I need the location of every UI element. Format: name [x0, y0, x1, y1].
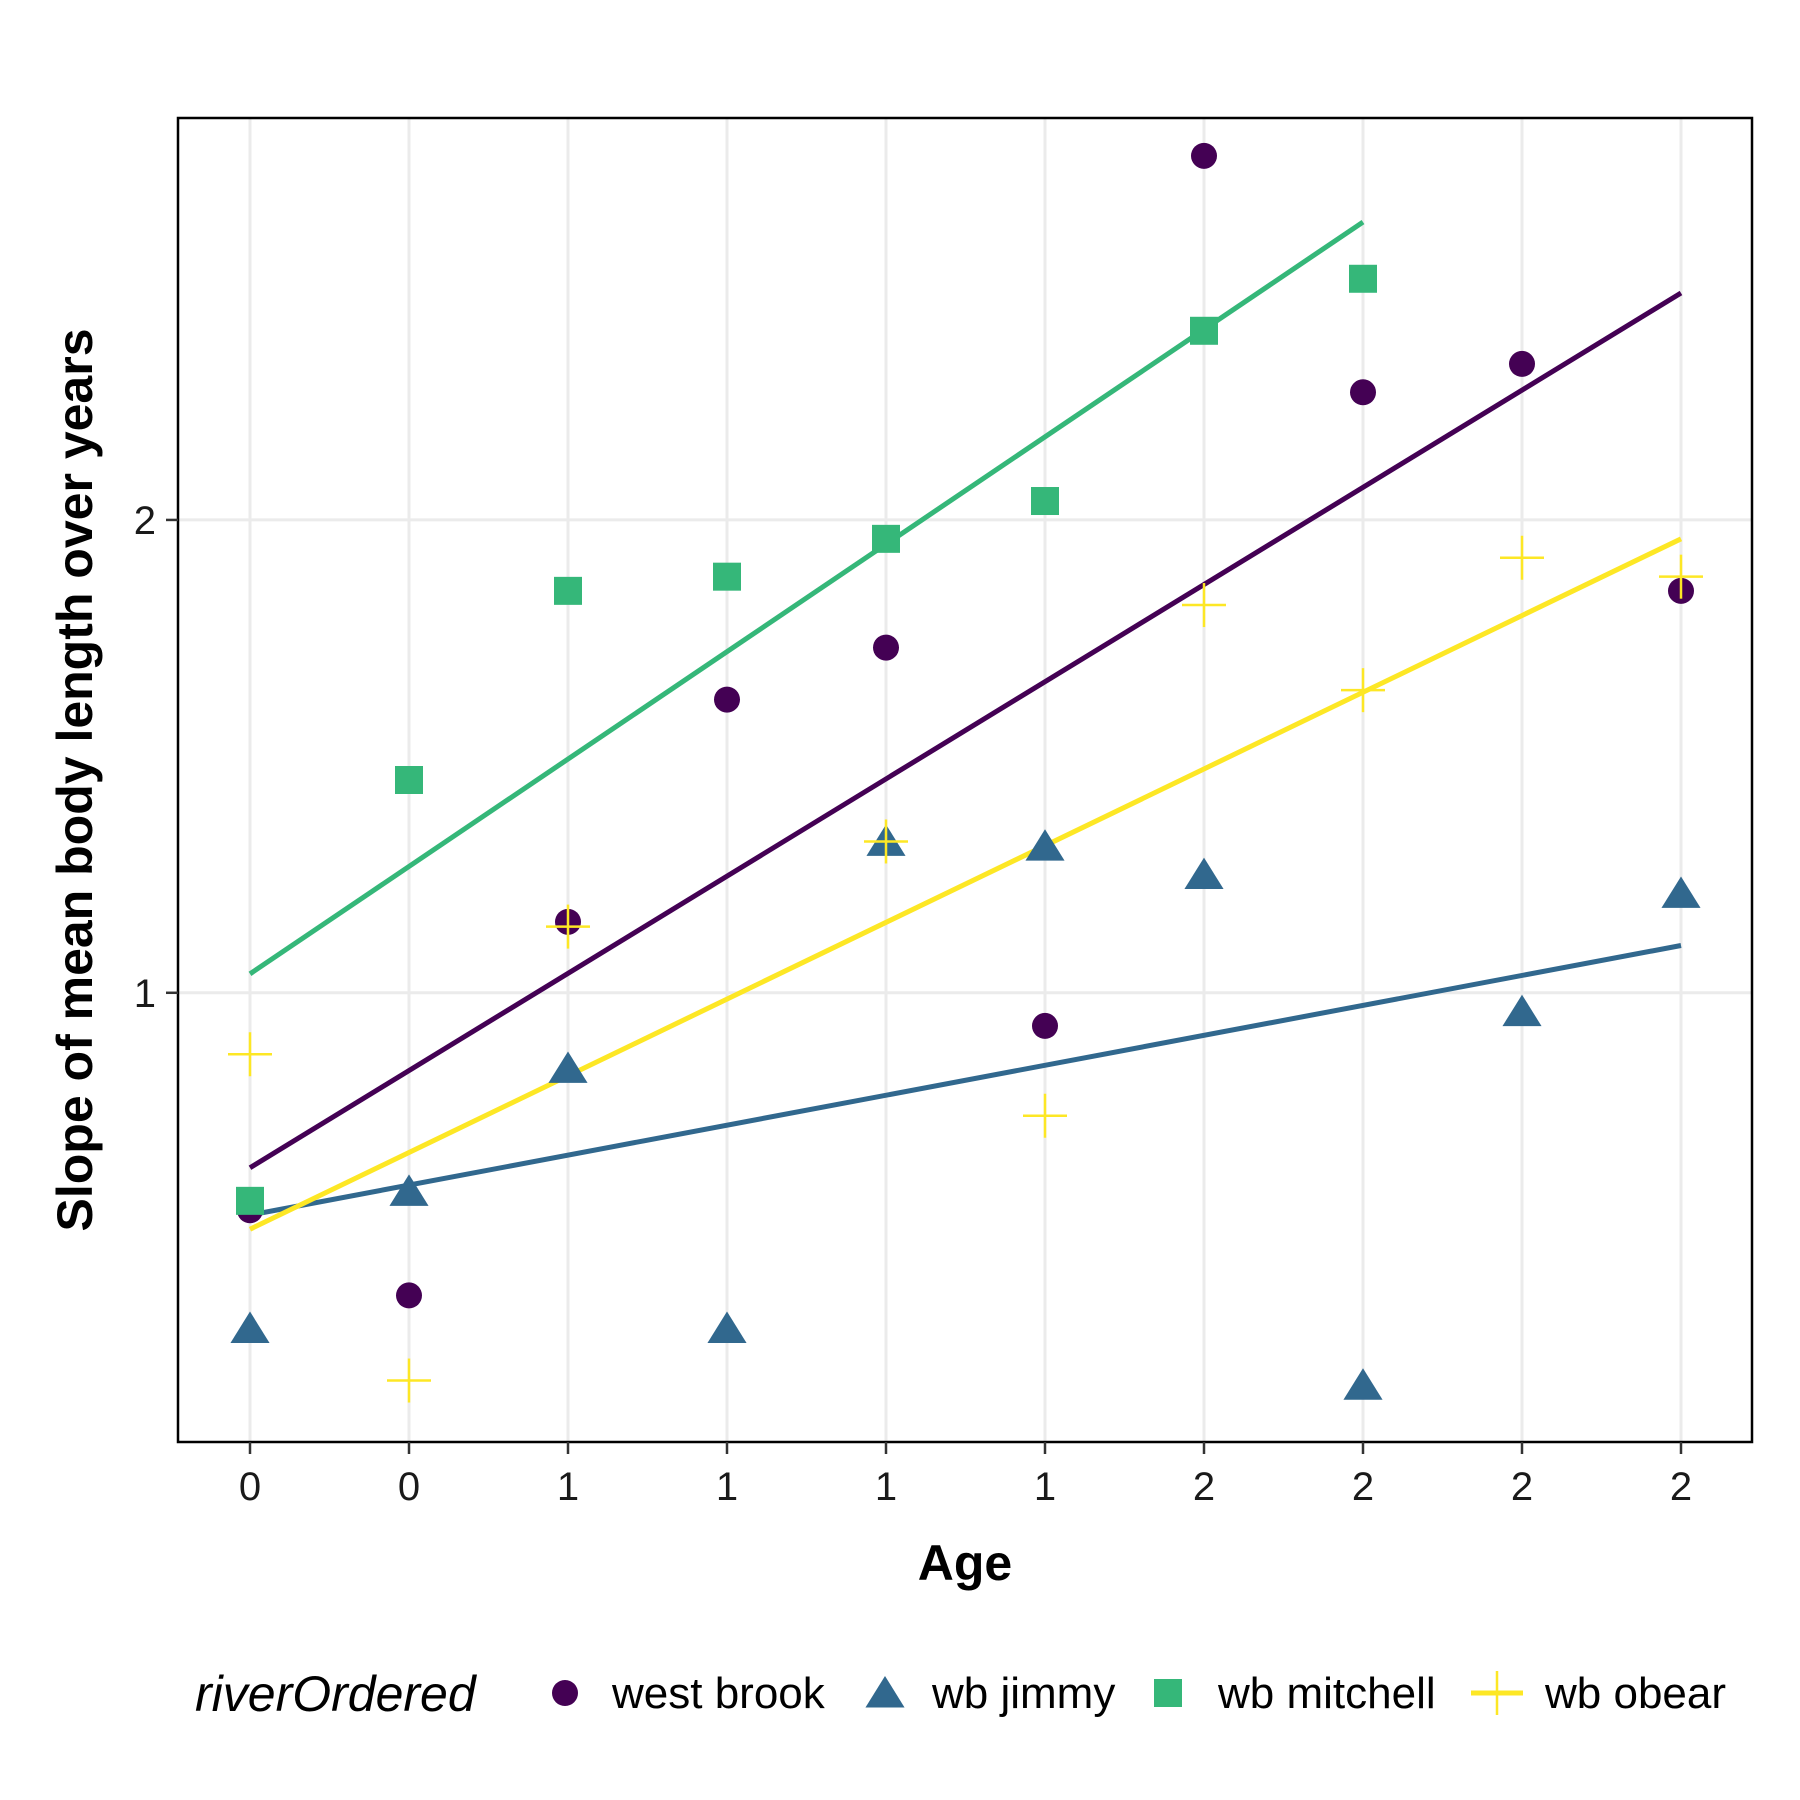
point-wb-obear	[1659, 554, 1703, 599]
x-tick-label: 2	[1511, 1465, 1533, 1509]
point-wb-jimmy	[1025, 829, 1065, 861]
point-wb-jimmy	[1343, 1368, 1383, 1400]
x-tick-label: 1	[1034, 1465, 1056, 1509]
point-west-brook	[1032, 1012, 1058, 1039]
legend: riverOrdered west brook wb jimmy wb mitche…	[195, 1666, 1726, 1722]
point-wb-mitchell	[236, 1186, 264, 1215]
x-tick-label: 2	[1193, 1465, 1215, 1509]
x-tick-label: 0	[239, 1465, 261, 1509]
fit-lines	[248, 219, 1683, 1232]
x-axis-title: Age	[918, 1535, 1012, 1591]
data-points	[228, 142, 1703, 1403]
y-tick-label: 1	[134, 972, 156, 1016]
fit-line-west-brook	[248, 290, 1683, 1170]
point-wb-jimmy	[1661, 876, 1701, 908]
point-west-brook	[714, 686, 740, 713]
point-wb-jimmy	[389, 1174, 429, 1206]
point-wb-obear	[387, 1358, 431, 1403]
point-wb-jimmy	[707, 1311, 747, 1343]
legend-item: wb jimmy	[865, 1669, 1115, 1718]
legend-item: wb obear	[1471, 1669, 1726, 1718]
point-wb-mitchell	[1190, 316, 1218, 345]
point-wb-obear	[864, 819, 908, 864]
point-wb-obear	[546, 904, 590, 949]
panel-border	[176, 116, 1754, 1444]
x-tick-label: 0	[398, 1465, 420, 1509]
point-wb-mitchell	[1031, 487, 1059, 516]
x-tick-label: 2	[1670, 1465, 1692, 1509]
y-axis-ticks: 12	[134, 499, 178, 1016]
x-tick-label: 2	[1352, 1465, 1374, 1509]
point-wb-obear	[1023, 1093, 1067, 1138]
legend-key-triangle	[865, 1676, 905, 1708]
legend-label: wb jimmy	[931, 1669, 1115, 1718]
point-wb-obear	[1182, 583, 1226, 628]
point-wb-mitchell	[554, 576, 582, 605]
x-tick-label: 1	[557, 1465, 579, 1509]
fit-line-wb-mitchell	[248, 219, 1365, 976]
point-west-brook	[1350, 379, 1376, 406]
point-wb-mitchell	[1349, 264, 1377, 293]
point-wb-jimmy	[548, 1051, 588, 1083]
point-west-brook	[396, 1282, 422, 1309]
point-wb-obear	[1341, 668, 1385, 713]
legend-label: west brook	[611, 1669, 826, 1718]
point-wb-mitchell	[713, 562, 741, 591]
legend-key-square	[1154, 1679, 1182, 1707]
legend-item: wb mitchell	[1154, 1669, 1436, 1718]
point-wb-mitchell	[872, 524, 900, 553]
legend-title: riverOrdered	[195, 1666, 478, 1722]
x-axis-ticks: 0 0 1 1 1 1 2 2 2 2	[239, 1442, 1692, 1509]
legend-key-circle	[552, 1680, 578, 1706]
legend-label: wb mitchell	[1217, 1669, 1436, 1718]
fit-line-wb-jimmy	[249, 943, 1682, 1218]
point-wb-jimmy	[1184, 857, 1224, 890]
point-wb-jimmy	[230, 1311, 270, 1343]
point-wb-jimmy	[1502, 994, 1542, 1027]
legend-item: west brook	[552, 1669, 826, 1718]
x-tick-label: 1	[716, 1465, 738, 1509]
legend-label: wb obear	[1544, 1669, 1726, 1718]
x-tick-label: 1	[875, 1465, 897, 1509]
point-wb-mitchell	[395, 766, 423, 794]
y-axis-title: Slope of mean body length over years	[47, 328, 103, 1231]
point-west-brook	[1191, 142, 1217, 169]
point-wb-obear	[1500, 535, 1544, 580]
legend-key-plus	[1475, 1671, 1519, 1715]
point-west-brook	[1509, 350, 1535, 377]
point-west-brook	[873, 634, 899, 661]
fit-line-wb-obear	[248, 536, 1683, 1232]
y-tick-label: 2	[134, 499, 156, 543]
point-wb-obear	[228, 1032, 272, 1077]
